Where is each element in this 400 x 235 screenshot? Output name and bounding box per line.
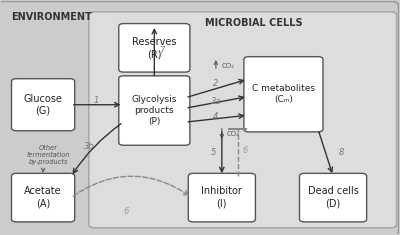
Text: 7: 7 (159, 46, 164, 55)
Text: 6: 6 (124, 207, 129, 216)
Text: 3b: 3b (84, 142, 95, 151)
FancyBboxPatch shape (119, 76, 190, 145)
Text: Dead cells
(D): Dead cells (D) (308, 186, 358, 209)
Text: Other
fermentation
by-products: Other fermentation by-products (26, 145, 70, 165)
Text: 4: 4 (213, 112, 218, 121)
Text: CO₂: CO₂ (227, 131, 240, 137)
Text: 8: 8 (338, 148, 344, 157)
Text: Inhibitor
(I): Inhibitor (I) (202, 186, 242, 209)
Text: Glycolysis
products
(P): Glycolysis products (P) (132, 95, 177, 126)
FancyBboxPatch shape (119, 24, 190, 72)
Text: 1: 1 (93, 96, 99, 105)
FancyBboxPatch shape (300, 173, 367, 222)
Text: Glucose
(G): Glucose (G) (24, 94, 62, 116)
Text: ENVIRONMENT: ENVIRONMENT (11, 12, 92, 22)
Text: Acetate
(A): Acetate (A) (24, 186, 62, 209)
Text: Reserves
(R): Reserves (R) (132, 37, 176, 59)
Text: 5: 5 (210, 148, 216, 157)
FancyBboxPatch shape (188, 173, 256, 222)
Text: C metabolites
(Cₘ): C metabolites (Cₘ) (252, 84, 315, 104)
Text: CO₂: CO₂ (222, 63, 235, 69)
FancyBboxPatch shape (244, 57, 323, 132)
Text: 6: 6 (242, 145, 248, 154)
FancyBboxPatch shape (12, 79, 75, 131)
FancyBboxPatch shape (89, 12, 397, 228)
Text: 3a: 3a (211, 97, 221, 106)
FancyBboxPatch shape (12, 173, 75, 222)
Text: MICROBIAL CELLS: MICROBIAL CELLS (205, 18, 302, 28)
Text: 2: 2 (213, 79, 218, 88)
